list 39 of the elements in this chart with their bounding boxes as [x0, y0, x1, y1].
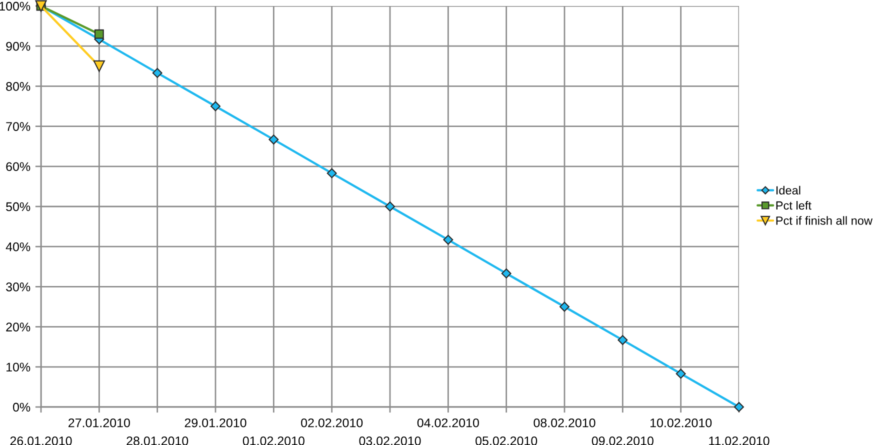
point: [560, 302, 570, 312]
y-tick-label: 10%: [6, 362, 30, 372]
point: [93, 60, 105, 72]
point: [152, 68, 162, 78]
x-tick-label: 02.02.2010: [301, 418, 363, 428]
x-tick-label: 10.02.2010: [650, 418, 712, 428]
y-tick-label: 50%: [6, 202, 30, 212]
x-tick-label: 04.02.2010: [417, 418, 479, 428]
y-tick-label: 20%: [6, 322, 30, 332]
legend-label: Ideal: [776, 186, 800, 195]
x-tick-label: 08.02.2010: [534, 418, 596, 428]
point: [676, 368, 686, 379]
x-tick-label: 05.02.2010: [476, 436, 538, 445]
x-tick-label: 27.01.2010: [68, 418, 130, 428]
y-tick-label: 0%: [13, 402, 30, 412]
point: [210, 101, 220, 112]
x-tick-label: 28.01.2010: [126, 436, 188, 445]
y-tick-label: 30%: [6, 282, 30, 292]
point: [385, 202, 395, 212]
point: [618, 335, 628, 346]
point: [94, 29, 104, 39]
y-tick-label: 100%: [0, 2, 30, 11]
point: [501, 268, 512, 278]
x-tick-label: 26.01.2010: [10, 436, 72, 445]
y-tick-label: 70%: [6, 122, 30, 131]
point: [326, 168, 337, 178]
point: [443, 234, 454, 245]
x-tick-label: 01.02.2010: [242, 436, 304, 445]
x-tick-label: 29.01.2010: [184, 418, 246, 428]
x-tick-label: 03.02.2010: [359, 436, 421, 445]
y-tick-label: 80%: [6, 82, 30, 91]
y-tick-label: 40%: [6, 242, 30, 252]
legend-label: Pct if finish all now: [776, 216, 873, 225]
y-tick-label: 90%: [6, 42, 30, 51]
x-tick-label: 11.02.2010: [709, 436, 770, 445]
legend-label: Pct left: [776, 200, 812, 210]
x-tick-label: 09.02.2010: [592, 436, 654, 445]
point: [268, 134, 279, 145]
y-tick-label: 60%: [6, 162, 30, 172]
